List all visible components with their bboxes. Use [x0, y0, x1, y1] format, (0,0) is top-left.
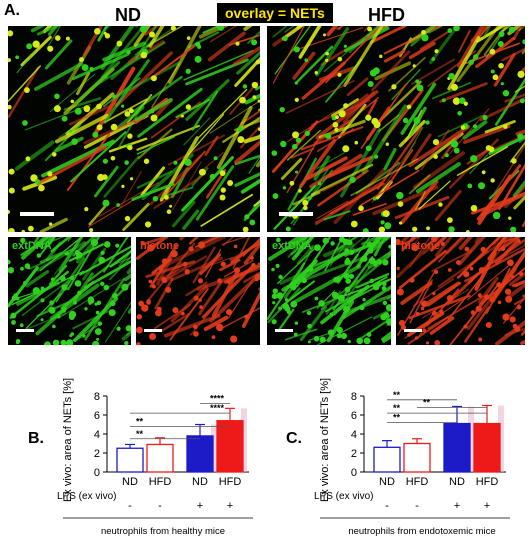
y-tick-label: 6: [351, 410, 357, 422]
y-tick-label: 2: [351, 448, 357, 460]
x-tick-label: ND: [122, 476, 138, 488]
chart-b: Ex vivo: area of NETs [%] 0 2 4 6 8 ND - HFD - ND +…: [57, 378, 253, 537]
y-tick-label: 8: [351, 391, 357, 403]
significance-label: **: [393, 403, 401, 413]
nd-extdna-label: extDNA: [12, 240, 52, 252]
x-tick-label: HFD: [406, 476, 429, 488]
error-halo: [468, 406, 474, 472]
lps-value: -: [415, 500, 419, 512]
x-tick-label: ND: [379, 476, 395, 488]
significance-label: **: [136, 429, 144, 439]
scale-bar: [404, 329, 422, 332]
significance-label: ****: [210, 394, 225, 404]
micrograph-texture: [8, 26, 260, 232]
nd-title: ND: [115, 5, 141, 25]
x-tick-label: HFD: [476, 476, 499, 488]
bar: [186, 435, 214, 473]
overlay-badge: overlay = NETs: [217, 3, 333, 23]
y-tick-label: 2: [94, 448, 100, 460]
hfd-histone-micrograph: [396, 237, 525, 345]
x-tick-label: HFD: [149, 476, 172, 488]
bar: [473, 422, 501, 473]
significance-label: **: [393, 390, 401, 400]
x-tick-label: ND: [449, 476, 465, 488]
x-tick-label: ND: [192, 476, 208, 488]
nd-histone-label: histone: [140, 240, 180, 252]
chart-c: Ex vivo: area of NETs [%] 0 2 4 6 8 ND - HFD - ND +…: [314, 378, 510, 537]
significance-label: **: [393, 413, 401, 423]
lps-value: -: [385, 500, 389, 512]
hfd-title: HFD: [368, 5, 405, 25]
footer-label: neutrophils from endotoxemic mice: [348, 526, 495, 537]
y-tick-label: 4: [94, 429, 100, 441]
bar: [216, 420, 244, 473]
bar: [116, 447, 144, 473]
nd-overlay-micrograph: [8, 26, 260, 232]
y-tick-label: 0: [94, 467, 100, 479]
panel-c-label: C.: [286, 430, 302, 447]
hfd-overlay-micrograph: [267, 26, 525, 232]
footer-label: neutrophils from healthy mice: [101, 526, 225, 537]
micrograph-texture: [396, 237, 525, 345]
micrograph-texture: [267, 237, 391, 345]
bar: [146, 443, 174, 473]
lps-value: -: [158, 500, 162, 512]
y-tick-label: 0: [351, 467, 357, 479]
lps-value: +: [484, 500, 490, 512]
scale-bar: [144, 329, 162, 332]
significance-label: **: [136, 416, 144, 426]
lps-value: +: [197, 500, 203, 512]
y-tick-label: 8: [94, 391, 100, 403]
lps-value: +: [227, 500, 233, 512]
lps-label: LPS (ex vivo): [314, 491, 373, 502]
nd-extdna-micrograph: [8, 237, 131, 345]
bar: [443, 422, 471, 473]
lps-value: -: [128, 500, 132, 512]
lps-value: +: [454, 500, 460, 512]
micrograph-texture: [271, 26, 525, 232]
error-halo: [211, 424, 217, 472]
scale-bar: [20, 212, 54, 216]
nd-histone-micrograph: [136, 237, 260, 345]
y-axis-label: Ex vivo: area of NETs [%]: [62, 378, 74, 502]
lps-label: LPS (ex vivo): [57, 491, 116, 502]
error-halo: [241, 408, 247, 472]
hfd-histone-label: histone: [401, 240, 441, 252]
scale-bar: [16, 329, 34, 332]
micrograph-texture: [136, 237, 260, 345]
significance-label: ****: [210, 403, 225, 413]
x-tick-label: HFD: [219, 476, 242, 488]
y-tick-label: 6: [94, 410, 100, 422]
micrograph-texture: [8, 237, 131, 345]
y-axis-label: Ex vivo: area of NETs [%]: [319, 378, 331, 502]
significance-label: **: [423, 397, 431, 407]
hfd-extdna-label: extDNA: [272, 240, 312, 252]
bar: [373, 446, 401, 473]
micrograph-background: [267, 237, 391, 345]
scale-bar: [279, 212, 313, 216]
hfd-extdna-micrograph: [267, 237, 391, 345]
bar: [403, 442, 431, 473]
y-tick-label: 4: [351, 429, 357, 441]
panel-a-label: A.: [4, 2, 20, 19]
scale-bar: [275, 329, 293, 332]
error-halo: [498, 405, 504, 472]
panel-b-label: B.: [28, 430, 44, 447]
